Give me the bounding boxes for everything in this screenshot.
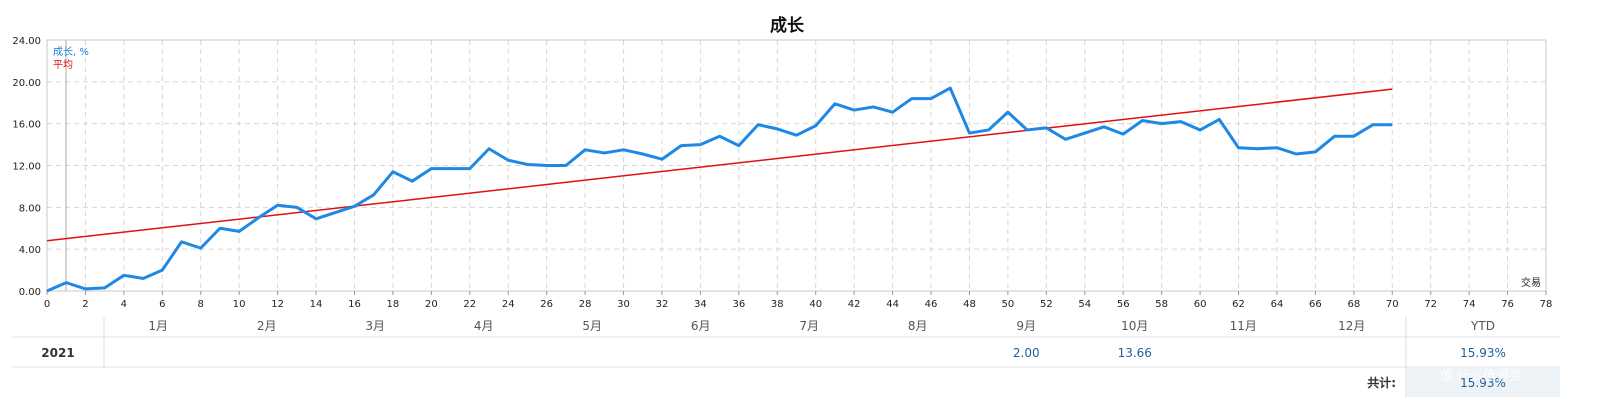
x-tick-label: 38 — [771, 299, 784, 310]
x-tick-label: 12 — [271, 299, 284, 310]
x-tick-label: 46 — [925, 299, 938, 310]
chart-title: 成长 — [770, 15, 805, 36]
month-value: 13.66 — [1118, 346, 1152, 360]
legend-average: 平均 — [53, 59, 73, 71]
x-tick-label: 44 — [886, 299, 899, 310]
x-tick-label: 24 — [502, 299, 515, 310]
x-tick-label: 16 — [348, 299, 361, 310]
x-tick-label: 28 — [579, 299, 592, 310]
x-tick-label: 6 — [159, 299, 165, 310]
y-tick-label: 8.00 — [19, 203, 41, 214]
total-value: 15.93% — [1460, 376, 1506, 390]
y-tick-label: 12.00 — [12, 162, 41, 173]
x-tick-label: 78 — [1540, 299, 1553, 310]
x-tick-label: 60 — [1194, 299, 1207, 310]
x-tick-label: 68 — [1347, 299, 1360, 310]
y-tick-label: 16.00 — [12, 120, 41, 131]
month-header: 8月 — [908, 319, 928, 333]
x-tick-label: 66 — [1309, 299, 1322, 310]
x-tick-label: 54 — [1078, 299, 1091, 310]
month-headers: 1月 2月 3月 4月 5月 6月 7月 8月 9月 10月 11月 12月 — [148, 319, 1365, 333]
x-tick-label: 0 — [44, 299, 50, 310]
month-header: 5月 — [582, 319, 602, 333]
month-header: 10月 — [1121, 319, 1148, 333]
legend-growth: 成长, % — [53, 46, 89, 58]
x-tick-label: 48 — [963, 299, 976, 310]
x-tick-label: 36 — [732, 299, 745, 310]
month-header: 4月 — [474, 319, 494, 333]
y-tick-label: 24.00 — [12, 36, 41, 47]
series-line-average — [46, 88, 1393, 242]
x-tick-label: 8 — [198, 299, 204, 310]
x-tick-label: 70 — [1386, 299, 1399, 310]
x-tick-label: 74 — [1463, 299, 1476, 310]
month-header: 3月 — [365, 319, 385, 333]
x-axis-label: 交易 — [1521, 276, 1541, 289]
x-tick-label: 2 — [82, 299, 88, 310]
month-value: 2.00 — [1013, 346, 1040, 360]
total-label: 共计: — [1367, 375, 1396, 390]
x-tick-label: 50 — [1002, 299, 1015, 310]
series-group — [46, 86, 1393, 293]
watermark: 值 什么值得买 — [1440, 369, 1523, 384]
x-tick-label: 4 — [121, 299, 127, 310]
y-axis: 0.00 4.00 8.00 12.00 16.00 20.00 24.00 — [12, 36, 41, 298]
x-tick-label: 26 — [540, 299, 553, 310]
year-label: 2021 — [41, 346, 74, 360]
month-header: 6月 — [691, 319, 711, 333]
month-header: 2月 — [257, 319, 277, 333]
x-tick-label: 20 — [425, 299, 438, 310]
x-tick-label: 56 — [1117, 299, 1130, 310]
plot-border — [46, 39, 1547, 292]
ytd-header: YTD — [1470, 319, 1495, 333]
y-tick-label: 4.00 — [19, 245, 41, 256]
x-tick-label: 30 — [617, 299, 630, 310]
x-tick-label: 34 — [694, 299, 707, 310]
x-axis: 0 2 4 6 8 10 12 14 16 18 20 22 24 26 28 30 32 34 36 38 40 42 4… — [44, 291, 1553, 310]
y-tick-label: 0.00 — [19, 287, 41, 298]
series-line-growth — [46, 86, 1393, 293]
month-values: 2.00 13.66 — [1013, 346, 1152, 360]
month-header: 11月 — [1230, 319, 1257, 333]
x-tick-label: 64 — [1271, 299, 1284, 310]
x-tick-label: 32 — [656, 299, 669, 310]
x-tick-label: 14 — [310, 299, 323, 310]
x-tick-label: 72 — [1424, 299, 1437, 310]
x-tick-label: 62 — [1232, 299, 1245, 310]
x-tick-label: 10 — [233, 299, 246, 310]
total-cell — [1407, 368, 1560, 397]
x-tick-label: 58 — [1155, 299, 1168, 310]
x-tick-label: 42 — [848, 299, 861, 310]
x-tick-label: 22 — [463, 299, 476, 310]
y-tick-label: 20.00 — [12, 78, 41, 89]
x-tick-label: 40 — [809, 299, 822, 310]
x-tick-label: 52 — [1040, 299, 1053, 310]
month-header: 9月 — [1016, 319, 1036, 333]
month-header: 7月 — [799, 319, 819, 333]
month-header: 1月 — [148, 319, 168, 333]
ytd-value: 15.93% — [1460, 346, 1506, 360]
grid — [47, 40, 1546, 291]
month-header: 12月 — [1338, 319, 1365, 333]
x-tick-label: 18 — [387, 299, 400, 310]
returns-table: 1月 2月 3月 4月 5月 6月 7月 8月 9月 10月 11月 12月 YTD 2021 2.0… — [12, 317, 1560, 397]
x-tick-label: 76 — [1501, 299, 1514, 310]
